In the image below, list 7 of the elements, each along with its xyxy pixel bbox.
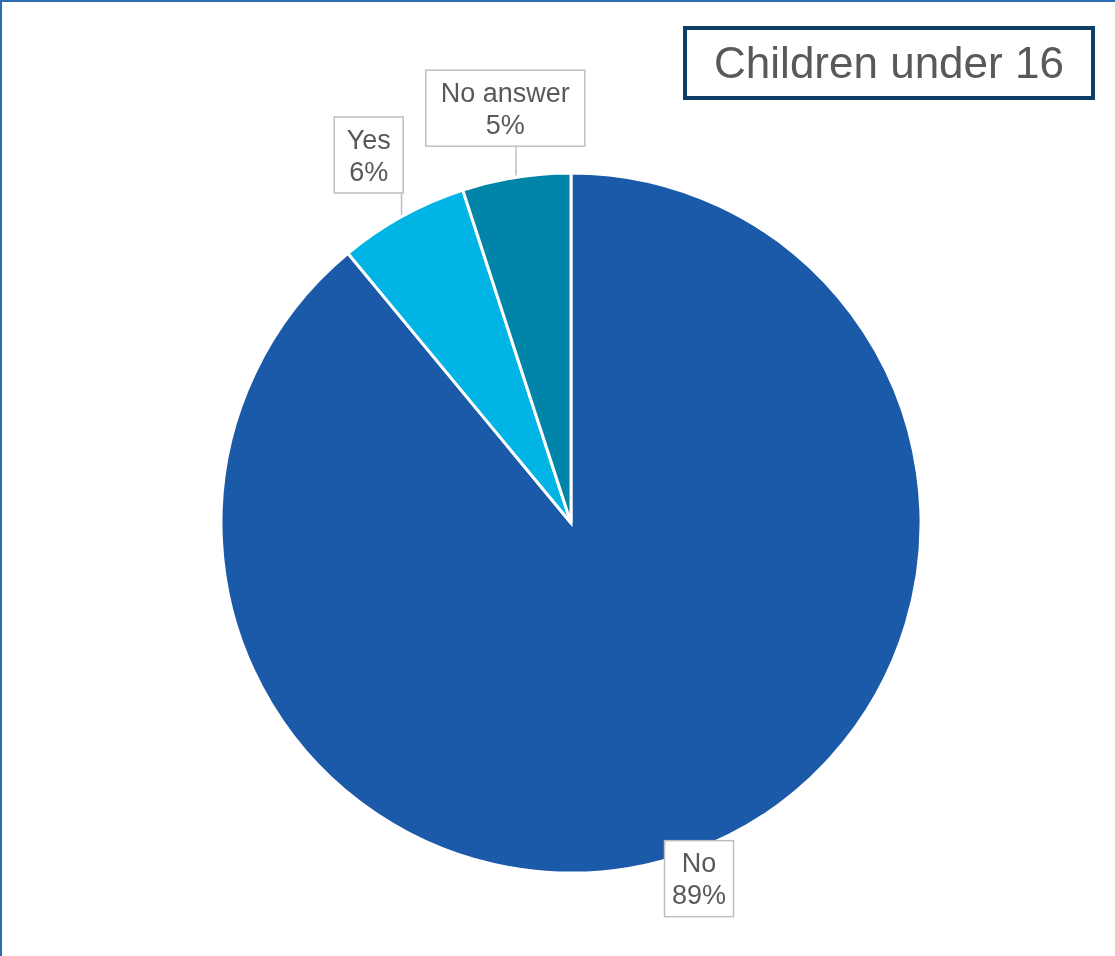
data-label: 5% xyxy=(485,109,525,140)
chart-title: Children under 16 xyxy=(714,38,1064,87)
slice-label: No answer xyxy=(440,77,570,108)
data-label: 89% xyxy=(672,880,727,911)
data-label: 6% xyxy=(349,156,389,187)
slice-label: No xyxy=(681,848,717,879)
slice-label: Yes xyxy=(346,124,391,155)
